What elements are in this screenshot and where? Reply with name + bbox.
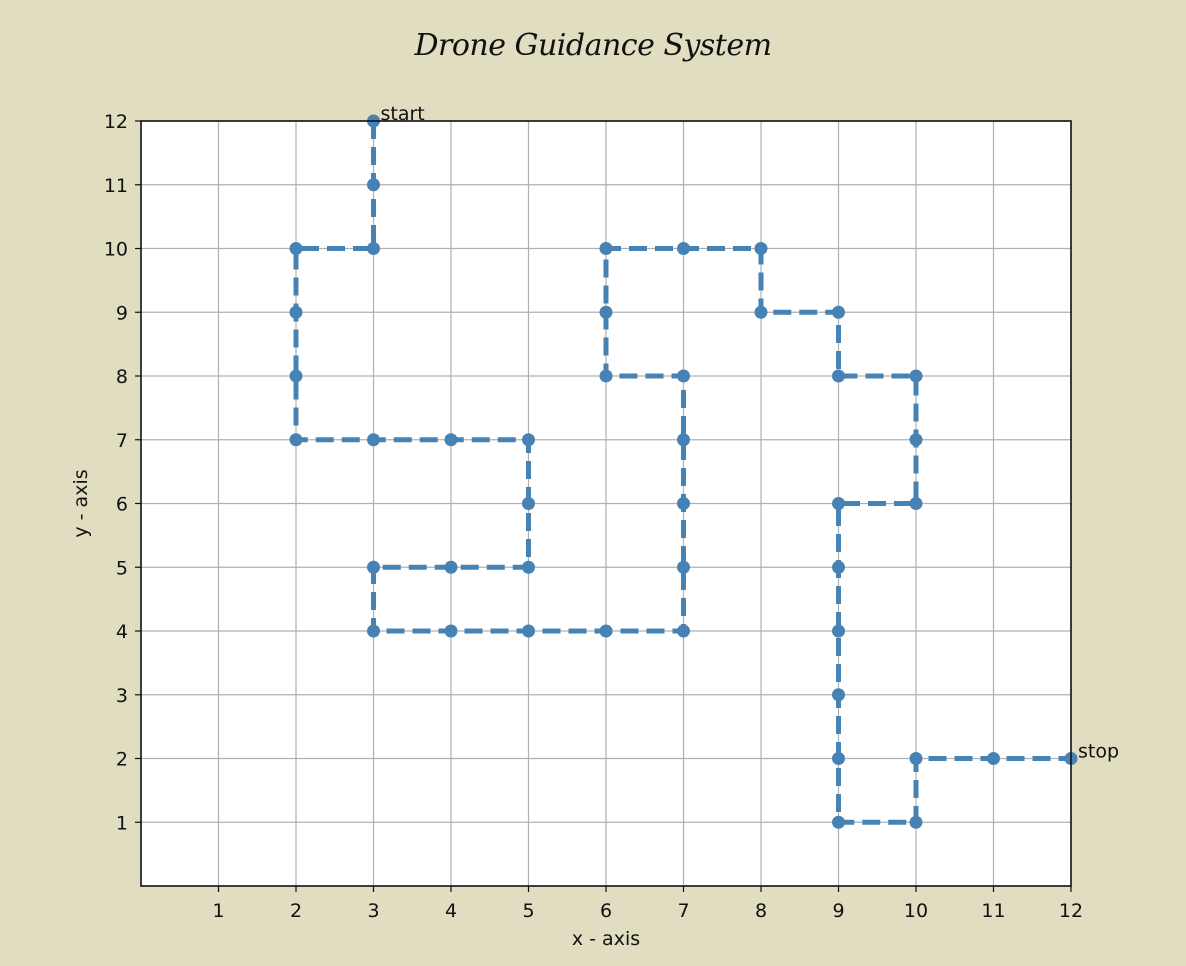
y-tick-label: 10 [104,239,128,261]
data-point [754,242,768,255]
data-point [444,560,458,574]
data-point [367,242,380,255]
x-tick-label: 4 [445,900,457,922]
x-tick-label: 10 [904,900,928,922]
data-point [909,433,923,447]
data-point [909,815,923,829]
annotation-start: start [381,103,425,125]
data-point [677,497,690,510]
data-point [289,305,303,319]
x-axis-label: x - axis [572,928,640,950]
data-point [832,624,845,638]
data-point [832,815,845,829]
data-point [677,369,690,383]
data-point [832,497,845,510]
y-tick-label: 12 [104,111,128,133]
data-point [289,369,303,383]
data-point [677,433,690,447]
data-point [367,560,380,574]
data-point [909,369,923,383]
x-tick-label: 2 [290,900,302,922]
x-tick-label: 7 [677,900,689,922]
series-layer [289,114,1078,829]
x-tick-label: 11 [981,900,1005,922]
x-tick-label: 3 [367,900,379,922]
data-point [599,242,613,255]
data-point [909,497,923,510]
data-point [444,433,458,447]
x-tick-label: 8 [755,900,767,922]
y-tick-label: 6 [116,494,128,516]
data-point [832,560,845,574]
y-axis-label: y - axis [70,469,92,537]
y-tick-label: 7 [116,430,128,452]
x-tick-label: 9 [832,900,844,922]
data-point [832,369,845,383]
data-point [677,560,690,574]
data-point [367,178,380,192]
data-point [367,433,380,447]
data-point [522,497,535,510]
x-tick-label: 1 [212,900,224,922]
data-point [599,624,613,638]
data-point [987,752,1000,765]
data-point [444,624,458,638]
y-tick-label: 1 [116,812,128,834]
data-point [522,560,535,574]
y-tick-label: 8 [116,366,128,388]
y-tick-label: 9 [116,302,128,324]
data-point [289,242,303,255]
data-point [832,752,845,765]
data-point [754,305,768,319]
y-tick-label: 5 [116,557,128,579]
y-tick-label: 3 [116,685,128,707]
chart-title: Drone Guidance System [414,28,772,63]
x-tick-label: 5 [522,900,534,922]
series-line [293,121,1071,825]
data-point [677,624,690,638]
x-tick-label: 6 [600,900,612,922]
data-point [832,688,845,702]
annotation-layer: start stop [381,103,1120,763]
data-point [522,433,535,447]
annotation-stop: stop [1078,741,1119,763]
y-tick-label: 4 [116,621,128,643]
data-point [367,624,380,638]
x-tick-label: 12 [1059,900,1083,922]
data-point [522,624,535,638]
data-point [599,369,613,383]
data-point [289,433,303,447]
y-tick-label: 11 [104,175,128,197]
y-tick-label: 2 [116,749,128,771]
data-point [677,242,690,255]
data-point [599,305,613,319]
data-point [832,305,845,319]
data-point [909,752,923,765]
